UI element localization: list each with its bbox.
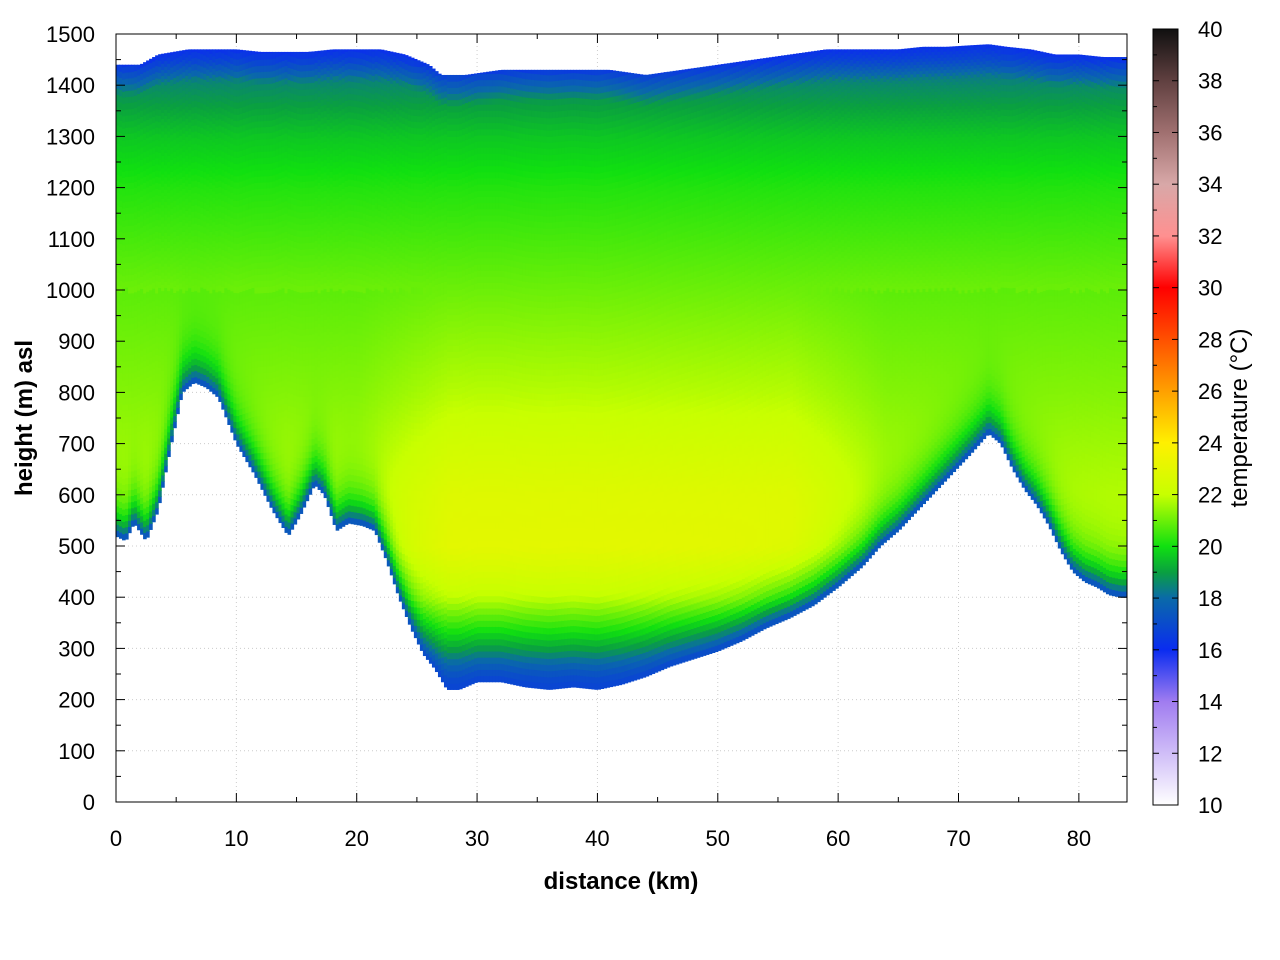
temperature-cell [125,533,129,540]
temperature-cell [303,501,307,508]
temperature-cell [176,401,180,408]
temperature-cell [306,494,310,501]
temperature-cell [158,496,162,503]
temperature-cell [161,475,165,482]
temperature-cell [176,407,180,414]
temperature-cell [164,459,168,466]
temperature-cell [167,450,171,457]
temperature-cell [167,444,171,451]
temperature-cell [155,508,159,515]
temperature-cell [173,421,177,428]
temperature-cell [149,523,153,530]
temperature-field [116,44,1128,690]
temperature-cell [173,415,177,422]
temperature-cell [170,429,174,436]
temperature-cell [146,531,150,538]
temperature-cell [158,490,162,497]
temperature-cell [309,488,313,495]
temperature-cell [179,393,183,400]
temperature-cell [300,507,304,514]
temperature-cell [128,526,132,533]
temperature-cell [152,516,156,523]
temperature-cell [170,436,174,443]
temperature-cell [161,481,165,488]
temperature-cell [164,466,168,473]
